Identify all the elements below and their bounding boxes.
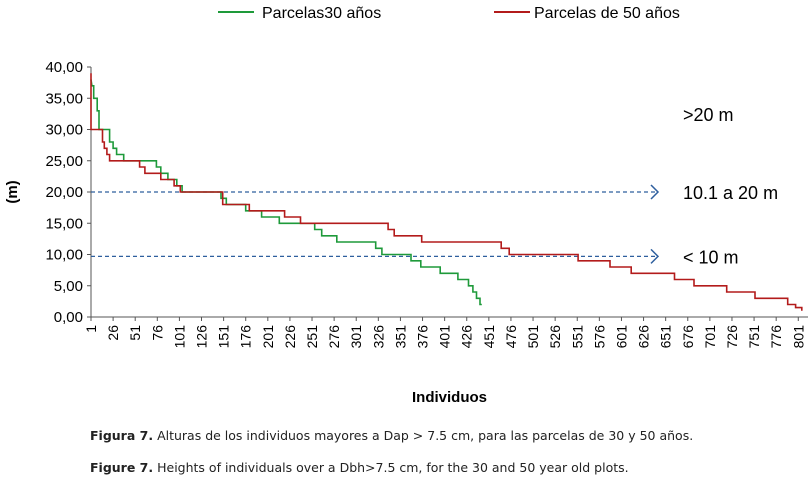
x-tick-label: 51 <box>127 325 143 341</box>
x-tick-label: 551 <box>569 325 585 349</box>
x-tick-label: 676 <box>680 325 696 349</box>
legend-label: Parcelas30 años <box>262 5 381 22</box>
x-tick-label: 501 <box>525 325 541 349</box>
guide-arrow <box>650 184 660 200</box>
x-tick-label: 776 <box>768 325 784 349</box>
caption-es-text: Alturas de los individuos mayores a Dap … <box>157 428 694 443</box>
x-tick-label: 726 <box>724 325 740 349</box>
y-tick-label: 20,00 <box>45 184 83 201</box>
annotation-label: < 10 m <box>683 247 739 267</box>
y-tick-label: 5,00 <box>54 278 83 295</box>
x-tick-label: 251 <box>304 325 320 349</box>
x-tick-label: 126 <box>194 325 210 349</box>
caption-en-text: Heights of individuals over a Dbh>7.5 cm… <box>157 460 629 475</box>
x-tick-label: 751 <box>746 325 762 349</box>
x-tick-label: 451 <box>481 325 497 349</box>
x-tick-label: 526 <box>547 325 563 349</box>
x-tick-label: 476 <box>503 325 519 349</box>
x-tick-label: 801 <box>790 325 806 349</box>
x-axis-title: Individuos <box>412 389 487 406</box>
y-tick-label: 40,00 <box>45 59 83 76</box>
x-tick-label: 1 <box>83 325 99 333</box>
y-tick-label: 0,00 <box>54 309 83 326</box>
y-tick-label: 30,00 <box>45 122 83 139</box>
x-tick-label: 326 <box>370 325 386 349</box>
y-tick-label: 25,00 <box>45 153 83 170</box>
x-tick-label: 376 <box>415 325 431 349</box>
x-tick-label: 76 <box>149 325 165 341</box>
caption-es-label: Figura 7. <box>90 428 154 443</box>
x-tick-label: 101 <box>171 325 187 349</box>
y-tick-label: 10,00 <box>45 247 83 264</box>
x-tick-label: 351 <box>392 325 408 349</box>
x-tick-label: 401 <box>437 325 453 349</box>
series-line-30 <box>90 79 482 306</box>
legend-label: Parcelas de 50 años <box>534 5 680 22</box>
x-tick-label: 601 <box>613 325 629 349</box>
x-tick-label: 201 <box>260 325 276 349</box>
x-tick-label: 576 <box>591 325 607 349</box>
x-tick-label: 301 <box>348 325 364 349</box>
caption-en-label: Figure 7. <box>90 460 154 475</box>
series-line-50 <box>90 73 803 311</box>
x-tick-label: 176 <box>238 325 254 349</box>
x-tick-label: 151 <box>216 325 232 349</box>
figure-caption-en: Figure 7. Heights of individuals over a … <box>90 460 790 476</box>
annotation-label: 10.1 a 20 m <box>683 183 778 203</box>
annotation-label: >20 m <box>683 105 734 125</box>
y-tick-label: 15,00 <box>45 215 83 232</box>
figure-caption-es: Figura 7. Alturas de los individuos mayo… <box>90 428 790 444</box>
x-tick-label: 26 <box>105 325 121 341</box>
y-tick-label: 35,00 <box>45 90 83 107</box>
x-tick-label: 626 <box>636 325 652 349</box>
guide-arrow <box>650 248 660 264</box>
x-tick-label: 701 <box>702 325 718 349</box>
x-tick-label: 276 <box>326 325 342 349</box>
x-tick-label: 226 <box>282 325 298 349</box>
y-axis-title: (m) <box>4 180 21 203</box>
x-tick-label: 426 <box>459 325 475 349</box>
height-distribution-chart: 0,00 5,00 10,00 15,00 20,00 25,00 30,00 35,00 40… <box>4 5 808 406</box>
x-tick-label: 651 <box>658 325 674 349</box>
